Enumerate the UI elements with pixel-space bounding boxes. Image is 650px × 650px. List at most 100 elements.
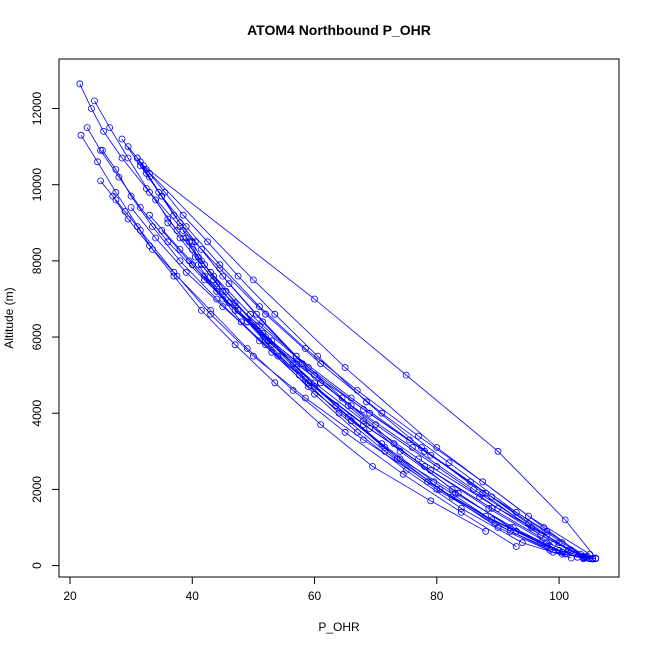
data-point [121,207,129,215]
series-12 [142,166,594,558]
series-line [94,100,593,560]
data-point [146,173,153,181]
data-point [100,127,107,135]
data-point [488,493,496,501]
data-point [133,223,141,231]
data-point [219,272,227,280]
y-tick-label: 10000 [30,168,44,202]
series-18 [188,238,575,562]
y-tick-label: 6000 [30,323,44,350]
series-line [100,180,517,547]
data-point [457,508,465,516]
data-point [366,425,374,432]
data-point [88,105,95,112]
data-point [76,80,84,88]
data-point [146,211,153,219]
data-point [149,223,156,231]
data-point [451,489,459,497]
data-point [561,516,569,524]
data-point [479,478,487,486]
data-point [311,383,318,391]
data-point [182,268,190,276]
data-point [262,333,270,341]
data-point [494,504,502,512]
data-point [249,352,257,360]
data-point [91,97,98,105]
data-point [491,520,499,528]
x-tick-label: 40 [186,589,200,603]
series-line [127,146,587,559]
data-point [317,421,325,429]
x-tick-label: 80 [430,589,444,603]
data-point [433,463,441,470]
data-point [415,432,422,440]
data-point [77,131,85,139]
data-point [271,379,279,387]
data-point [402,466,410,474]
data-point [519,539,526,547]
series-line [204,275,584,558]
data-point [311,295,318,303]
x-axis-label: P_OHR [318,620,360,634]
data-point [372,421,380,429]
y-tick-label: 12000 [30,92,44,126]
data-point [204,238,212,246]
data-point [427,451,435,459]
data-point [421,447,429,455]
data-point [182,234,190,242]
series-24 [146,211,590,561]
y-tick-label: 2000 [30,476,44,503]
data-point [268,337,276,345]
data-point [219,303,227,311]
data-point [83,124,91,131]
data-point [583,553,590,561]
data-point [378,409,386,417]
data-point [274,352,282,360]
series-line [146,169,590,555]
data-point [176,219,184,227]
data-point [555,539,563,547]
data-point [234,272,242,280]
data-point [197,306,205,314]
x-axis: 20 40 60 80 100 [63,576,569,603]
data-point [127,192,135,200]
data-point [158,226,166,234]
series-line [149,214,587,558]
data-point [97,146,104,154]
x-tick-label: 100 [549,589,569,603]
series-line [143,165,597,559]
data-point [124,143,132,151]
series-22 [127,204,557,548]
data-point [301,345,309,352]
data-point [243,345,251,352]
data-point [256,322,263,330]
data-point [152,234,160,242]
data-point [158,192,166,200]
data-point [142,166,150,173]
series-line [182,230,584,560]
data-point [146,188,153,196]
data-point [176,245,184,253]
data-point [427,466,435,474]
data-point [149,245,156,253]
series-11 [139,162,600,562]
data-point [112,166,120,173]
data-point [433,444,441,451]
data-point [253,310,260,318]
series-layer [76,80,600,563]
y-tick-label: 8000 [30,247,44,274]
data-point [360,421,367,429]
data-point [482,489,490,497]
data-point [213,284,221,291]
data-point [341,364,349,371]
data-point [201,272,208,280]
data-point [112,196,120,204]
data-point [94,158,101,166]
data-point [256,303,263,311]
data-point [164,219,172,227]
x-tick-label: 20 [63,589,77,603]
data-point [152,196,160,204]
data-point [207,310,215,318]
data-point [457,504,465,512]
